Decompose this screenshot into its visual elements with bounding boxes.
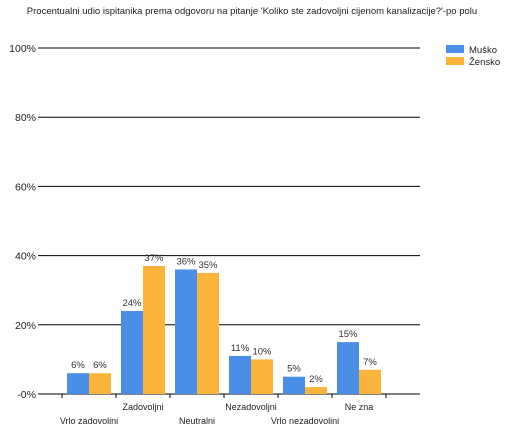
x-category-label: Vrlo zadovoljni: [60, 416, 118, 424]
data-labels: 6% 6% 24% 37% 36% 35% 11% 10% 5% 2% 15% 7%: [71, 253, 377, 385]
x-category-label: Zadovoljni: [122, 402, 163, 412]
bar-musko: [121, 310, 143, 394]
bar-musko: [229, 355, 251, 394]
x-category-label: Nezadovoljni: [225, 402, 277, 412]
data-label: 2%: [309, 374, 323, 385]
bar-zensko: [197, 272, 219, 394]
x-category-label: Neutralni: [179, 416, 215, 424]
bar-musko: [175, 269, 197, 394]
data-label: 35%: [198, 260, 218, 271]
data-label: 6%: [71, 360, 85, 371]
x-axis-labels: Vrlo zadovoljni Zadovoljni Neutralni Nezado…: [60, 394, 387, 424]
chart-title: Procentualni udio ispitanika prema odgov…: [27, 6, 477, 17]
bar-musko: [283, 376, 305, 394]
bar-zensko: [359, 369, 381, 394]
y-tick-label: 80%: [15, 112, 36, 124]
data-label: 15%: [338, 329, 358, 340]
bar-musko: [337, 342, 359, 394]
bar-zensko: [305, 387, 327, 394]
x-category-label: Vrlo nezadovoljni: [271, 416, 339, 424]
data-label: 7%: [363, 357, 377, 368]
legend-label: Muško: [469, 45, 497, 56]
data-label: 5%: [287, 364, 301, 375]
bars: [67, 265, 381, 394]
data-label: 10%: [252, 346, 272, 357]
data-label: 6%: [93, 360, 107, 371]
data-label: 36%: [176, 256, 196, 267]
data-label: 24%: [122, 298, 142, 309]
data-label: 37%: [144, 253, 164, 264]
y-axis-ticks: -0% 20% 40% 60% 80% 100%: [9, 43, 42, 401]
y-tick-label: 100%: [9, 43, 36, 55]
bar-zensko: [143, 265, 165, 394]
x-category-label: Ne zna: [345, 402, 374, 412]
bar-zensko: [89, 373, 111, 394]
y-tick-label: -0%: [17, 389, 36, 401]
y-tick-label: 60%: [15, 181, 36, 193]
legend-swatch: [446, 57, 464, 65]
y-tick-label: 40%: [15, 251, 36, 263]
bar-zensko: [251, 359, 273, 394]
bar-musko: [67, 373, 89, 394]
legend-label: Žensko: [469, 57, 500, 68]
data-label: 11%: [231, 343, 250, 354]
y-tick-label: 20%: [15, 320, 36, 332]
legend-swatch: [446, 45, 464, 53]
